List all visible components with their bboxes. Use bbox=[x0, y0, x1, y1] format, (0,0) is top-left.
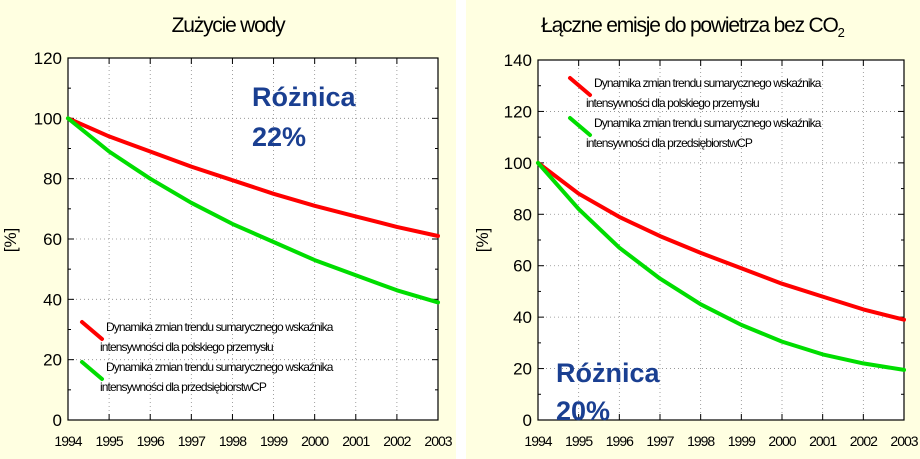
x-tick-label: 1996 bbox=[137, 433, 165, 449]
x-tick-label: 1999 bbox=[260, 433, 288, 449]
x-tick-label: 2002 bbox=[850, 433, 878, 449]
x-tick-label: 2001 bbox=[342, 433, 370, 449]
y-tick-label: 120 bbox=[504, 102, 532, 121]
x-tick-label: 1994 bbox=[524, 433, 552, 449]
x-tick-label: 1999 bbox=[728, 433, 756, 449]
legend-label: Dynamika zmian trendu sumarycznego wskaź… bbox=[594, 76, 822, 90]
x-tick-label: 2003 bbox=[890, 433, 918, 449]
chart-panel-water: Zużycie wody 0 20 40 60 80 100 120 1994 1995 1996… bbox=[0, 0, 456, 459]
legend-label: intensywności dla przedsiębiorstwCP bbox=[100, 380, 267, 394]
chart-panel-emissions: Łączne emisje do powietrza bez CO2 0 20 40… bbox=[466, 0, 920, 459]
chart-title-subscript: 2 bbox=[837, 25, 845, 41]
y-tick-label: 80 bbox=[513, 205, 532, 224]
series-line-red bbox=[536, 160, 906, 322]
y-tick-label: 40 bbox=[513, 308, 532, 327]
legend-label: intensywności dla przedsiębiorstwCP bbox=[586, 136, 753, 150]
y-tick-label: 80 bbox=[43, 170, 62, 189]
chart-title-text: Łączne emisje do powietrza bez CO bbox=[541, 14, 839, 37]
legend-label: Dynamika zmian trendu sumarycznego wskaź… bbox=[106, 360, 334, 374]
annotation-text: 20% bbox=[556, 396, 610, 426]
y-tick-label: 40 bbox=[43, 290, 62, 309]
y-tick-label: 100 bbox=[34, 109, 62, 128]
x-tick-label: 2003 bbox=[424, 433, 452, 449]
x-tick-label: 1996 bbox=[606, 433, 634, 449]
x-tick-label: 1998 bbox=[687, 433, 715, 449]
chart-water-usage: 0 20 40 60 80 100 120 1994 1995 1996 1997 1998 1999 2… bbox=[1, 49, 454, 449]
legend-swatch bbox=[80, 360, 104, 381]
x-tick-label: 2002 bbox=[383, 433, 411, 449]
annotation-text: 22% bbox=[252, 122, 306, 152]
series-line-green bbox=[536, 160, 906, 372]
y-tick-label: 100 bbox=[504, 154, 532, 173]
y-tick-label: 140 bbox=[504, 51, 532, 70]
legend-label: intensywności dla polskiego przemysłu bbox=[100, 340, 273, 354]
x-tick-label: 2000 bbox=[301, 433, 329, 449]
y-tick-label: 20 bbox=[513, 360, 532, 379]
legend-label: Dynamika zmian trendu sumarycznego wskaź… bbox=[106, 320, 334, 334]
x-tick-label: 2000 bbox=[768, 433, 796, 449]
y-tick-label: 120 bbox=[34, 49, 62, 68]
annotation-text: Różnica bbox=[556, 358, 661, 388]
y-tick-label: 60 bbox=[513, 257, 532, 276]
x-tick-label: 1997 bbox=[178, 433, 206, 449]
chart-title-text: Zużycie wody bbox=[171, 14, 286, 37]
y-tick-label: 0 bbox=[523, 411, 532, 430]
chart-air-emissions: 0 20 40 60 80 100 120 140 1994 1995 1996 1997 1998 19… bbox=[473, 51, 920, 449]
series-line-red bbox=[66, 116, 440, 238]
legend-swatch bbox=[568, 76, 592, 97]
x-tick-label: 1994 bbox=[54, 433, 82, 449]
x-tick-label: 1995 bbox=[96, 433, 124, 449]
x-tick-label: 2001 bbox=[809, 433, 837, 449]
y-axis-label: [%] bbox=[1, 228, 20, 253]
x-tick-label: 1997 bbox=[646, 433, 674, 449]
legend-swatch bbox=[568, 116, 592, 137]
y-axis-label: [%] bbox=[473, 228, 492, 253]
y-tick-label: 60 bbox=[43, 230, 62, 249]
legend-swatch bbox=[80, 320, 104, 341]
annotation-text: Różnica bbox=[252, 82, 357, 112]
legend-label: Dynamika zmian trendu sumarycznego wskaź… bbox=[594, 116, 822, 130]
y-tick-label: 20 bbox=[43, 351, 62, 370]
y-tick-label: 0 bbox=[53, 411, 62, 430]
x-tick-label: 1995 bbox=[565, 433, 593, 449]
legend-label: intensywności dla polskiego przemysłu bbox=[586, 96, 759, 110]
panel-divider bbox=[456, 0, 466, 459]
series-line-green bbox=[66, 116, 440, 305]
chart-title: Zużycie wody bbox=[0, 14, 456, 38]
chart-title: Łączne emisje do powietrza bez CO2 bbox=[466, 14, 920, 40]
x-tick-label: 1998 bbox=[219, 433, 247, 449]
